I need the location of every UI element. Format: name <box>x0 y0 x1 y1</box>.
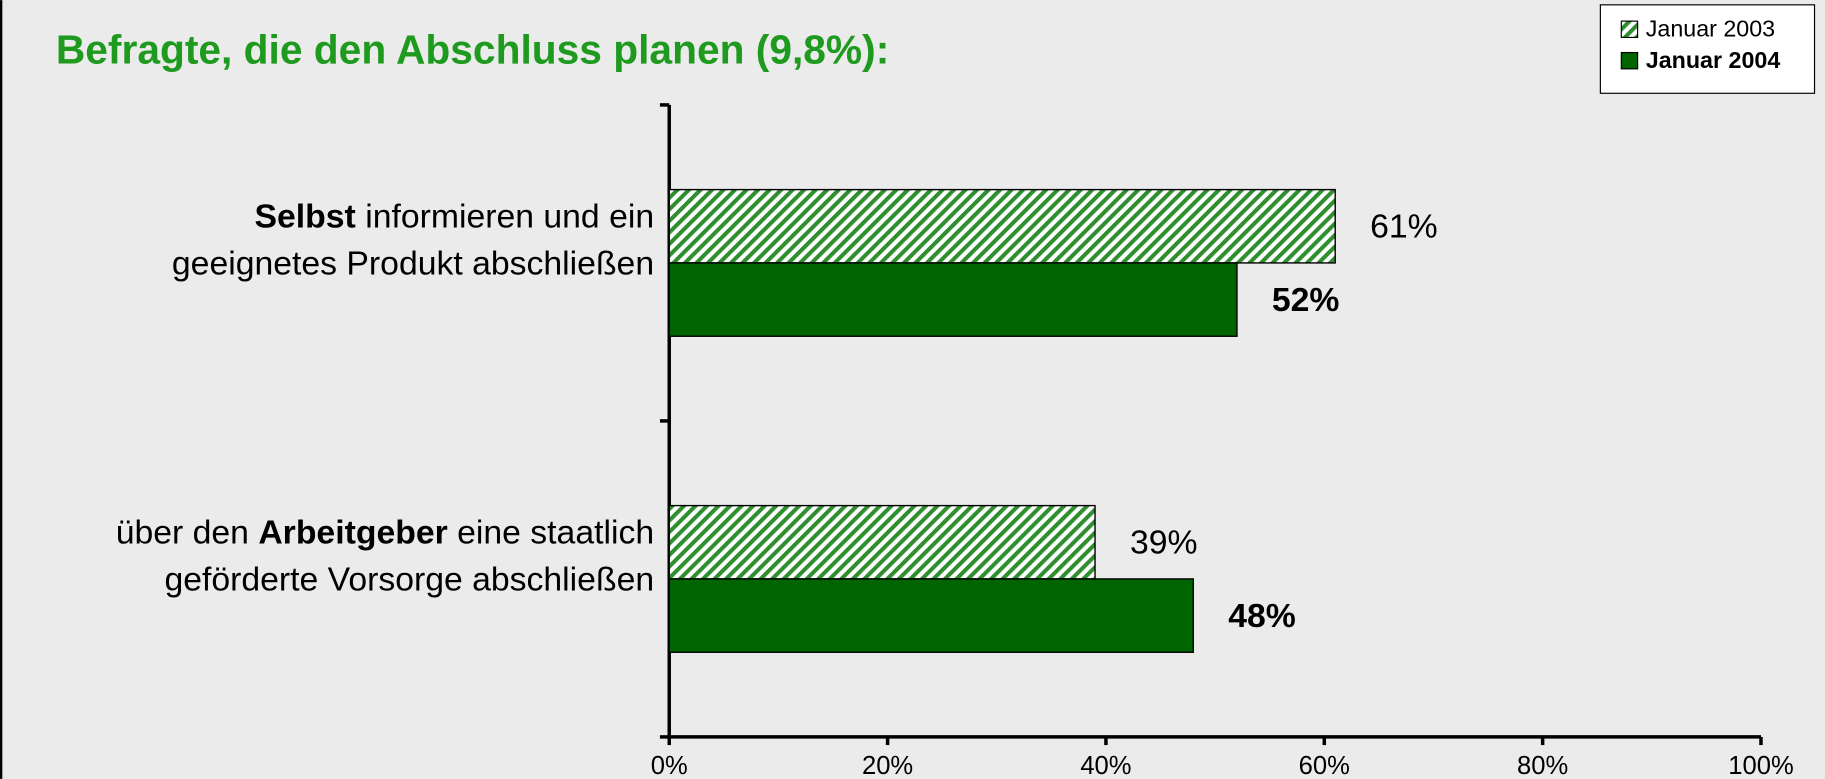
x-tick-label: 40% <box>1080 752 1131 779</box>
x-tick-label: 20% <box>862 752 913 779</box>
category-label-part: über den <box>116 514 259 552</box>
x-tick-label: 0% <box>651 752 688 779</box>
category-label: geförderte Vorsorge abschließen <box>164 560 654 598</box>
bar <box>668 504 1096 580</box>
x-tick-label: 60% <box>1299 752 1350 779</box>
x-tick-label: 100% <box>1728 752 1793 779</box>
bar <box>668 188 1336 264</box>
legend-label: Januar 2003 <box>1646 16 1775 42</box>
value-label: 52% <box>1272 281 1340 319</box>
bar <box>668 578 1194 653</box>
category-label-part: informieren und ein <box>356 198 654 236</box>
category-label: über den Arbeitgeber eine staatlich <box>116 514 654 552</box>
value-label: 61% <box>1370 208 1438 246</box>
category-label-part: geeignetes Produkt abschließen <box>172 244 654 282</box>
value-label: 48% <box>1228 597 1296 635</box>
category-label-part: geförderte Vorsorge abschließen <box>164 560 654 598</box>
bar <box>668 262 1238 337</box>
legend-swatch <box>1620 20 1639 39</box>
category-label-part: Selbst <box>255 198 356 236</box>
category-label-part: Arbeitgeber <box>258 514 447 552</box>
value-label: 39% <box>1130 524 1198 562</box>
category-label: geeignetes Produkt abschließen <box>172 244 654 282</box>
category-label: Selbst informieren und ein <box>255 198 655 236</box>
x-tick-label: 80% <box>1517 752 1568 779</box>
chart-title: Befragte, die den Abschluss planen (9,8%… <box>56 26 889 72</box>
legend-label: Januar 2004 <box>1646 47 1781 73</box>
legend-swatch <box>1620 51 1639 70</box>
category-label-part: eine staatlich <box>448 514 654 552</box>
legend-box <box>1599 4 1816 94</box>
